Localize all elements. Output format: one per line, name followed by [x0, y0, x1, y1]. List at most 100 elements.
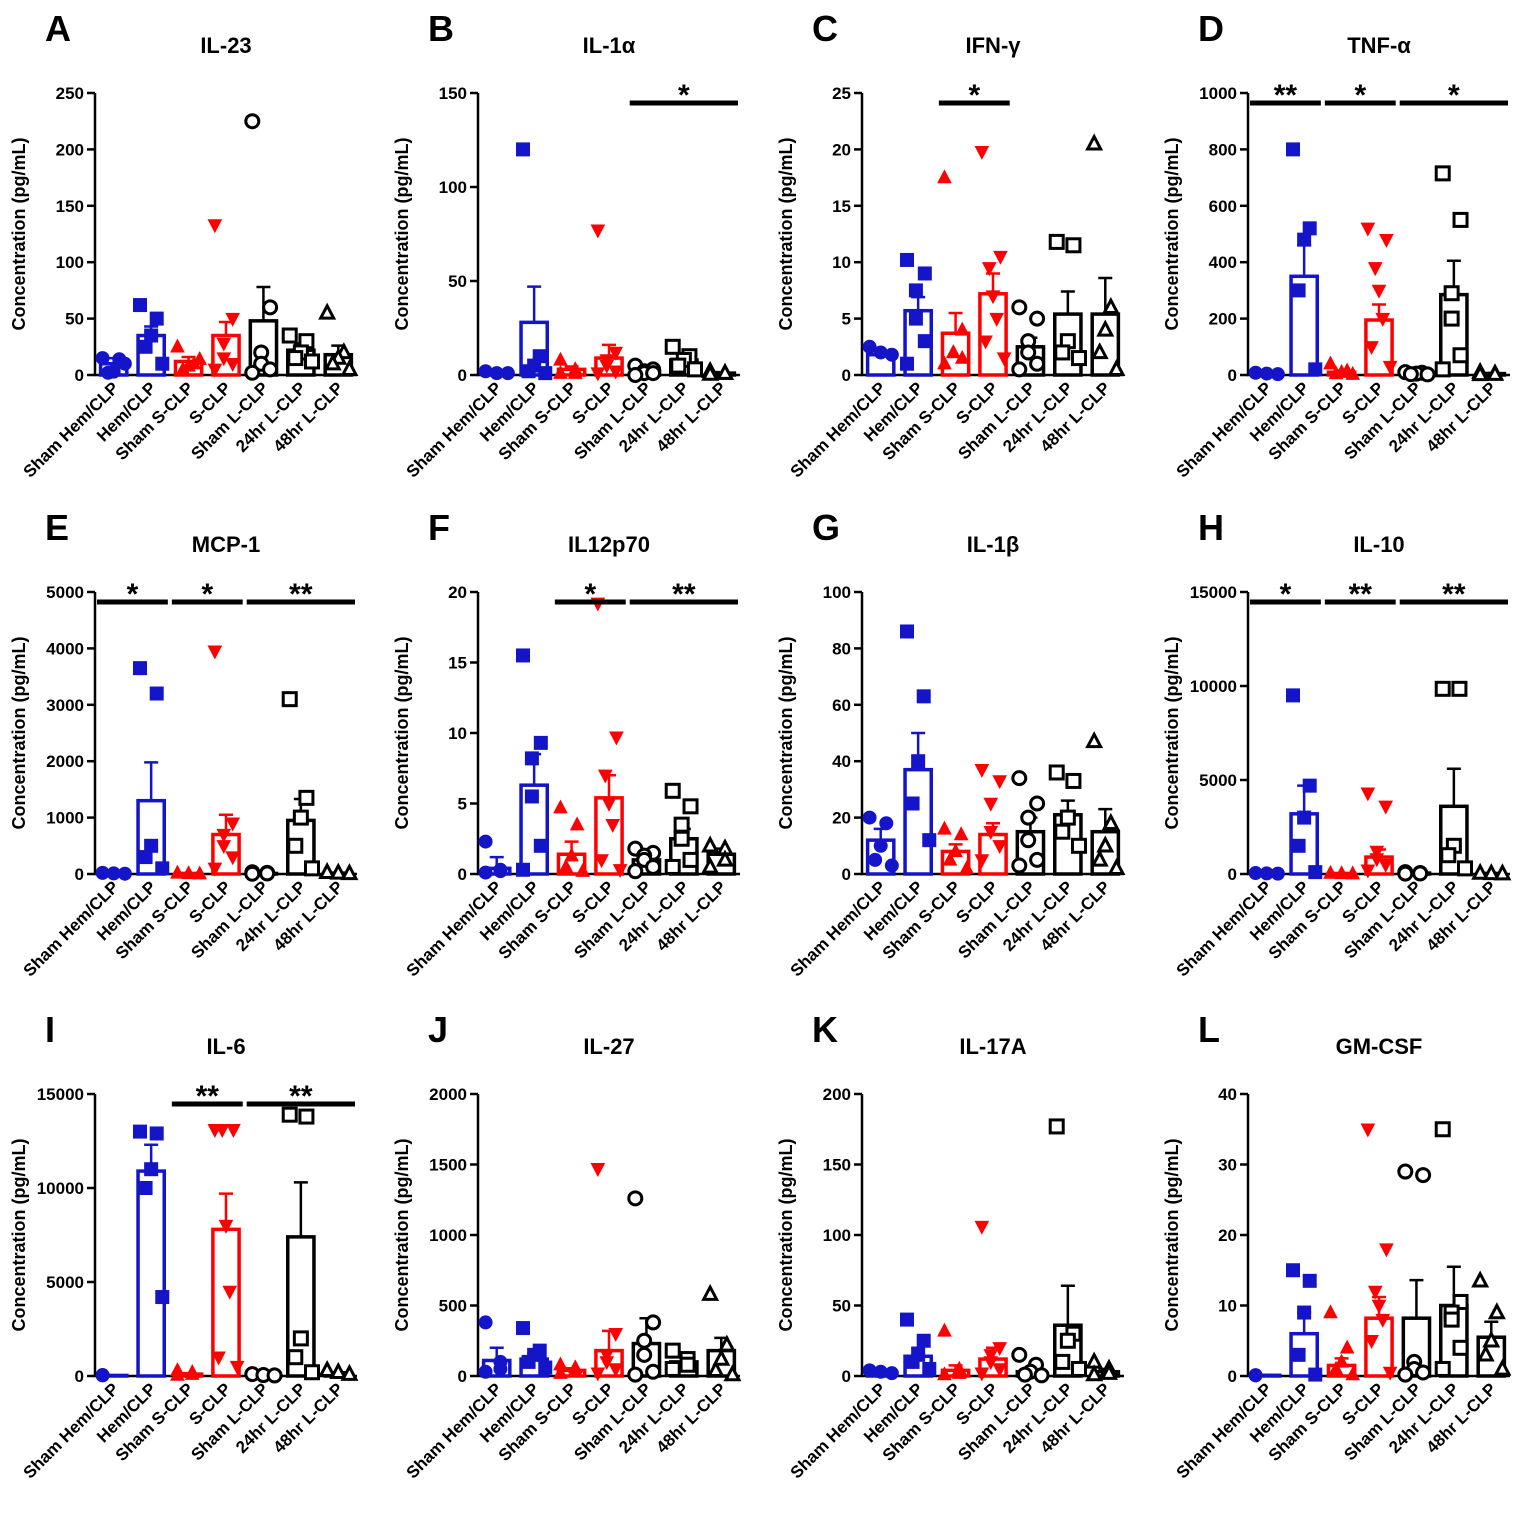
data-point [908, 311, 923, 326]
y-tick-label: 0 [458, 865, 467, 884]
panel-letter: A [45, 8, 71, 49]
data-point [1367, 1285, 1383, 1300]
data-point [1048, 764, 1065, 781]
data-point [974, 1367, 990, 1382]
data-point [627, 1366, 644, 1383]
error-bar [1060, 290, 1075, 315]
data-point [1451, 680, 1468, 697]
data-point [266, 1367, 283, 1384]
y-axis-label: Concentration (pg/mL) [776, 138, 796, 331]
data-point [594, 854, 609, 869]
data-point [1107, 857, 1126, 876]
y-tick-label: 100 [823, 1226, 851, 1245]
y-tick-label: 150 [439, 84, 467, 103]
data-point [1107, 358, 1126, 377]
data-point [1397, 1163, 1414, 1180]
data-point [170, 1366, 185, 1381]
data-point [590, 224, 606, 239]
data-point [981, 262, 997, 277]
data-point [1419, 366, 1436, 383]
y-tick-label: 0 [75, 865, 84, 884]
data-point [664, 858, 681, 875]
data-point [1360, 864, 1376, 879]
y-tick-label: 5000 [46, 1273, 84, 1292]
data-point [1452, 1339, 1469, 1356]
data-point [937, 1366, 952, 1381]
data-point [1286, 142, 1301, 157]
data-point [478, 834, 493, 849]
data-point [155, 356, 170, 371]
data-point [1323, 1304, 1338, 1319]
y-tick-label: 2000 [46, 752, 84, 771]
y-tick-label: 800 [1209, 140, 1237, 159]
data-point [917, 334, 932, 349]
data-point [1011, 1346, 1028, 1363]
data-point [1328, 1360, 1344, 1375]
data-point [175, 361, 191, 376]
y-tick-label: 250 [56, 84, 84, 103]
y-tick-label: 200 [823, 1085, 851, 1104]
data-point [553, 799, 568, 814]
y-tick-label: 0 [1228, 865, 1237, 884]
data-point [340, 1363, 359, 1381]
y-tick-label: 0 [1228, 366, 1237, 385]
data-point [500, 366, 515, 381]
panel: I IL-6 Concentration (pg/mL) 0 5000 10000 1500… [9, 1009, 359, 1482]
data-point [985, 290, 1001, 305]
data-point [181, 865, 196, 880]
data-point [226, 1124, 241, 1138]
y-tick-label: 0 [1228, 1367, 1237, 1386]
data-point [590, 1367, 606, 1382]
data-point [303, 1364, 320, 1381]
data-point [608, 346, 624, 361]
data-point [1096, 835, 1115, 853]
data-point [184, 1365, 200, 1380]
panel-letter: C [812, 8, 838, 49]
data-point [1054, 344, 1071, 361]
data-point [478, 1364, 493, 1379]
data-point [1443, 285, 1460, 302]
y-tick-label: 2000 [429, 1085, 467, 1104]
data-point [974, 145, 990, 160]
data-point [948, 843, 963, 858]
data-point [1345, 365, 1361, 380]
panel-letter: D [1198, 8, 1224, 49]
data-point [1048, 233, 1065, 250]
y-tick-label: 20 [1218, 1226, 1237, 1245]
data-point [155, 861, 170, 876]
data-point [937, 1322, 952, 1337]
data-point [1369, 845, 1385, 860]
y-tick-label: 50 [448, 272, 467, 291]
data-point [937, 169, 952, 184]
data-point [117, 866, 132, 881]
significance-label: * [127, 578, 139, 611]
data-point [1090, 849, 1109, 867]
y-axis-label: Concentration (pg/mL) [392, 1139, 412, 1332]
data-point [992, 775, 1008, 790]
y-tick-label: 100 [439, 178, 467, 197]
data-point [340, 358, 359, 377]
significance-label: * [1448, 79, 1460, 112]
data-point [701, 363, 720, 381]
data-point [229, 1360, 245, 1375]
y-tick-label: 0 [842, 366, 851, 385]
data-point [318, 302, 337, 320]
data-point [214, 1124, 230, 1138]
data-point [1379, 1243, 1394, 1258]
data-point [1452, 211, 1469, 228]
data-point [1101, 296, 1120, 315]
data-point [1048, 1118, 1065, 1135]
data-point [329, 1361, 348, 1379]
data-point [1443, 310, 1460, 327]
y-tick-label: 10 [832, 253, 851, 272]
panel: E MCP-1 Concentration (pg/mL) 0 1000 2000 3000… [9, 507, 359, 980]
data-point [1011, 299, 1028, 316]
y-tick-label: 1000 [429, 1226, 467, 1245]
data-point [1286, 1263, 1301, 1278]
data-point [686, 361, 703, 378]
y-tick-label: 0 [458, 366, 467, 385]
data-point [599, 1349, 615, 1364]
data-point [983, 797, 999, 812]
data-point [567, 1362, 583, 1377]
